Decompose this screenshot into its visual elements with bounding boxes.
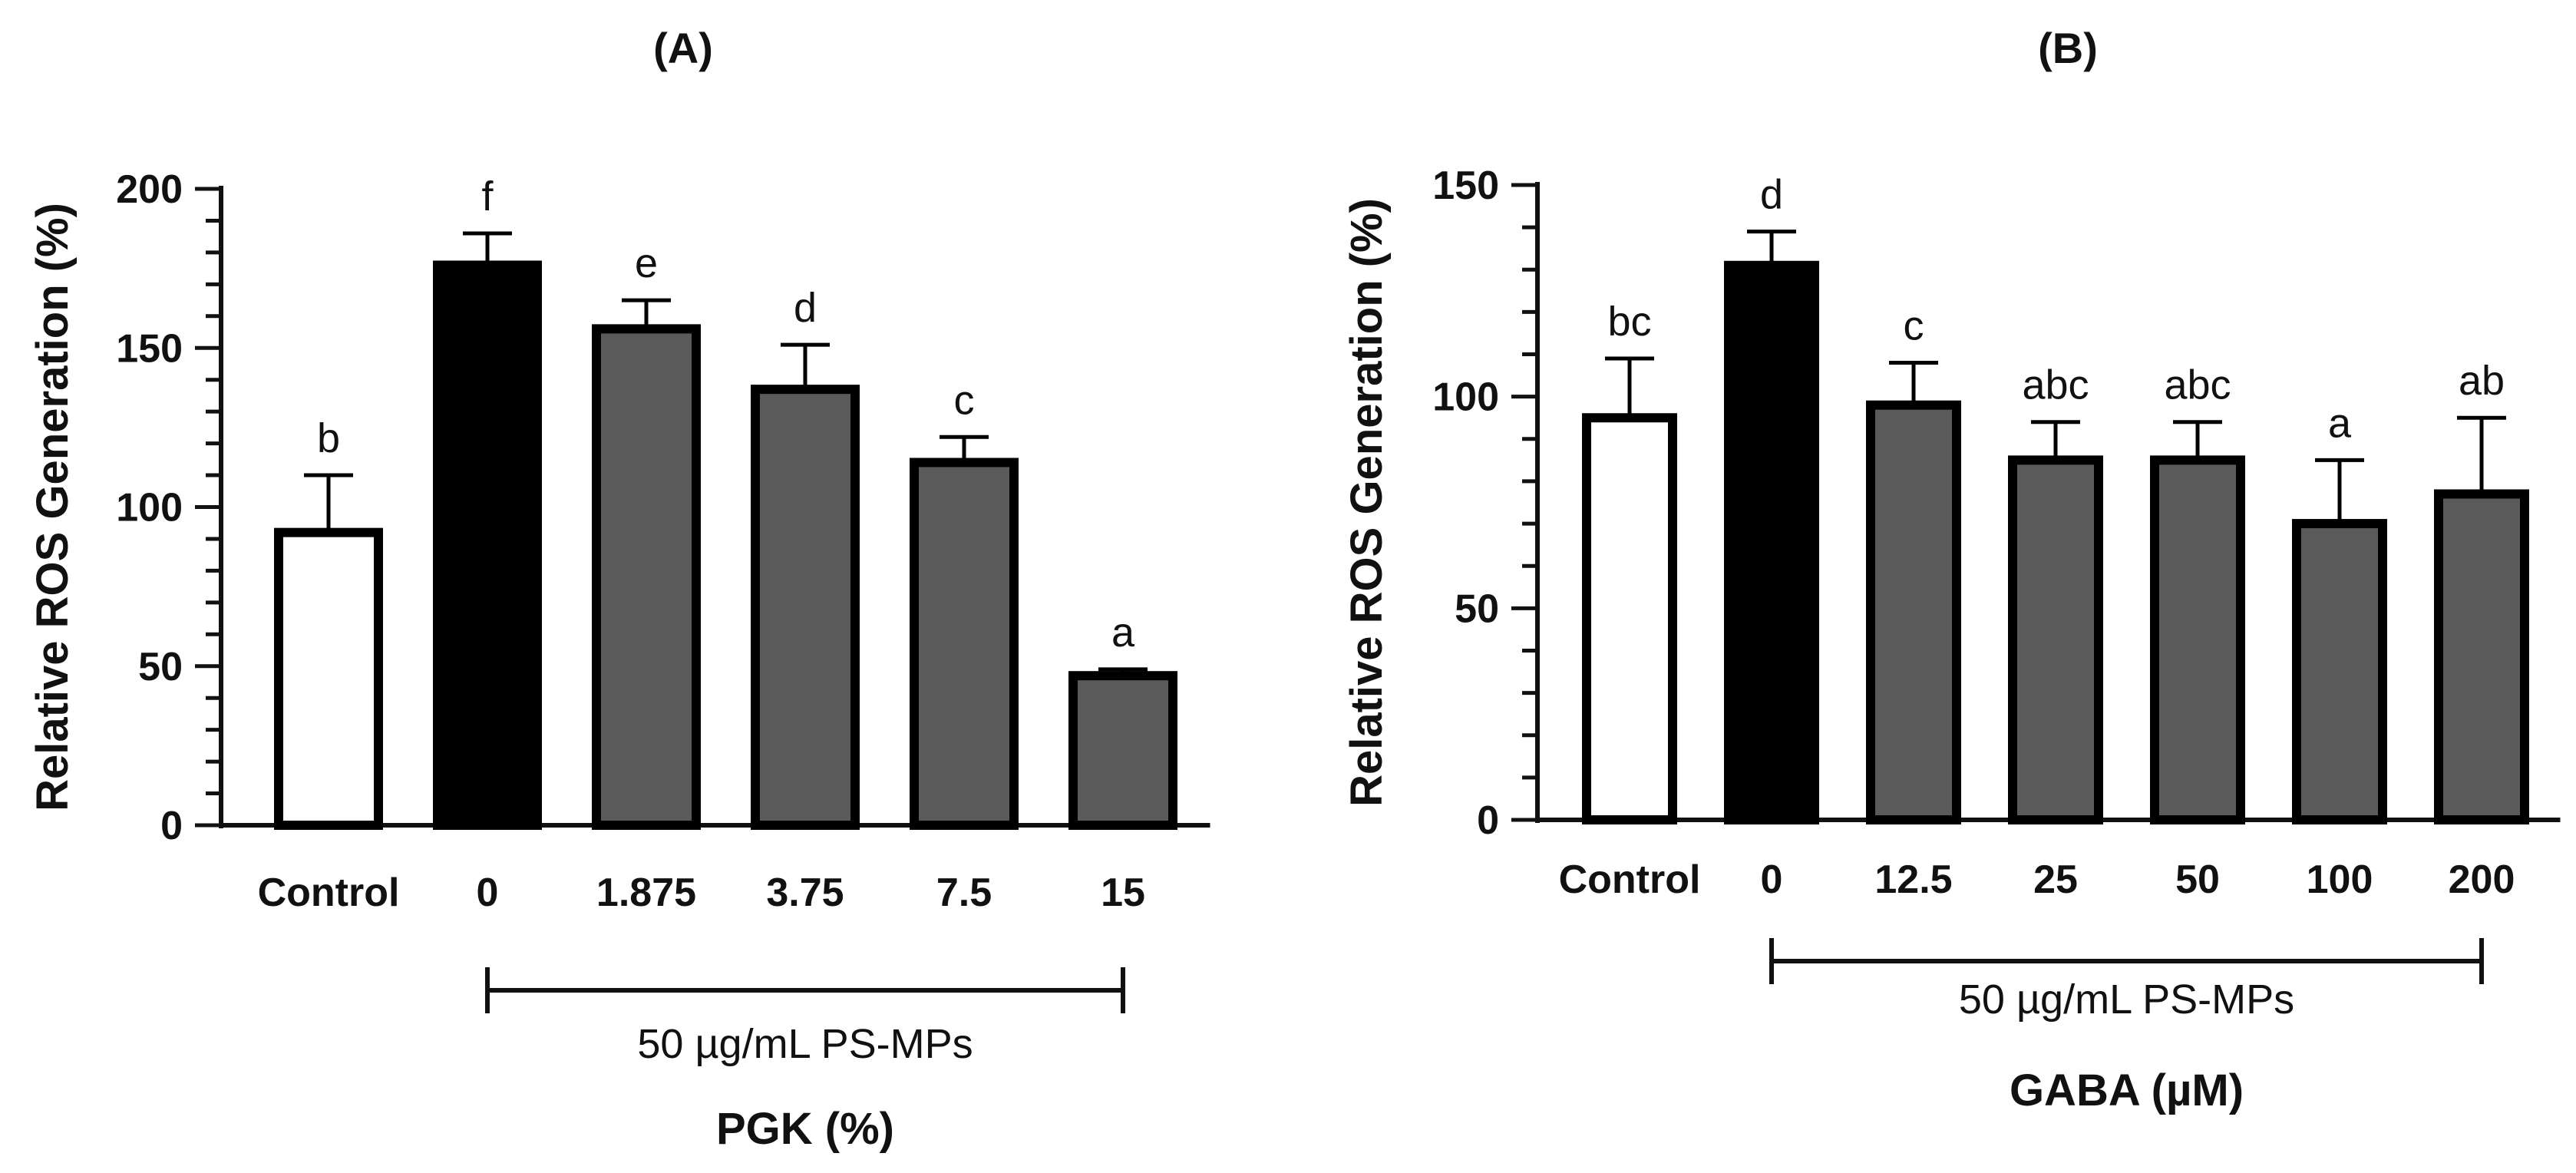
- y-axis-label: Relative ROS Generation (%): [28, 203, 78, 811]
- chart-a: (A)Relative ROS Generation (%)0501001502…: [28, 24, 1210, 1154]
- significance-letter: e: [635, 240, 658, 286]
- bar: [1068, 671, 1177, 830]
- x-tick-label: 15: [1101, 871, 1145, 915]
- bar: [751, 385, 860, 830]
- bar: [2008, 455, 2103, 824]
- y-tick-label: 50: [138, 645, 183, 689]
- bar: [1582, 413, 1677, 824]
- significance-letter: f: [481, 173, 494, 220]
- bar: [274, 527, 383, 830]
- x-tick-label: 200: [2449, 857, 2515, 902]
- y-tick-label: 150: [116, 326, 183, 371]
- x-tick-label: 3.75: [766, 871, 844, 915]
- x-tick-label: Control: [1559, 857, 1701, 902]
- significance-letter: a: [2328, 400, 2352, 446]
- bar: [2292, 519, 2387, 824]
- chart-title: (A): [653, 24, 713, 72]
- chart-title: (B): [2038, 24, 2098, 72]
- x-tick-label: 0: [1761, 857, 1783, 902]
- y-tick-label: 200: [116, 167, 183, 212]
- significance-letter: bc: [1607, 299, 1651, 345]
- significance-letter: ab: [2459, 358, 2505, 404]
- y-axis-label: Relative ROS Generation (%): [1342, 198, 1392, 807]
- significance-letter: abc: [2022, 362, 2089, 408]
- bracket-label: 50 µg/mL PS-MPs: [1959, 976, 2294, 1023]
- significance-letter: c: [954, 377, 975, 423]
- x-tick-label: 50: [2175, 857, 2220, 902]
- bar: [1866, 400, 1961, 824]
- x-tick-label: 25: [2033, 857, 2078, 902]
- x-tick-label: 100: [2307, 857, 2373, 902]
- significance-letter: c: [1904, 303, 1924, 349]
- y-tick-label: 150: [1432, 164, 1499, 208]
- significance-letter: a: [1111, 610, 1135, 656]
- significance-letter: abc: [2164, 362, 2231, 408]
- x-tick-label: 0: [477, 871, 499, 915]
- significance-letter: d: [1760, 172, 1783, 218]
- significance-letter: d: [794, 285, 817, 331]
- x-tick-label: Control: [258, 871, 400, 915]
- y-tick-label: 100: [1432, 375, 1499, 420]
- x-tick-label: 1.875: [596, 871, 696, 915]
- x-tick-label: 7.5: [936, 871, 992, 915]
- x-tick-label: 12.5: [1874, 857, 1952, 902]
- y-tick-label: 50: [1455, 586, 1499, 631]
- bar: [2434, 489, 2529, 824]
- bar: [433, 260, 542, 831]
- y-tick-label: 100: [116, 486, 183, 530]
- x-axis-label: PGK (%): [716, 1104, 894, 1154]
- y-tick-label: 0: [160, 804, 183, 848]
- bar: [2150, 455, 2245, 824]
- chart-b: (B) Relative ROS Generation (%) 0 50 100 150 b…: [1342, 24, 2561, 1115]
- bar: [910, 458, 1019, 830]
- x-axis-label: GABA (µM): [2010, 1066, 2244, 1115]
- bar: [592, 324, 701, 830]
- bar: [1724, 260, 1819, 824]
- bracket-label: 50 µg/mL PS-MPs: [637, 1021, 973, 1067]
- y-tick-label: 0: [1477, 798, 1499, 843]
- significance-letter: b: [317, 415, 340, 461]
